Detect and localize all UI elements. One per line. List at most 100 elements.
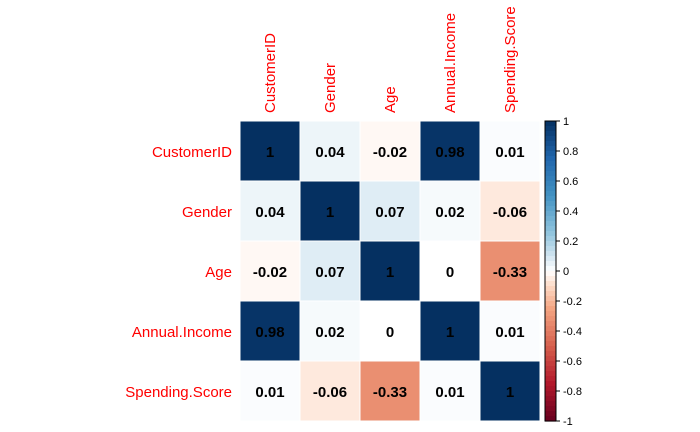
cell-value-label: 0.04: [255, 204, 285, 221]
colorbar-segment: [545, 281, 556, 287]
colorbar-segment: [545, 246, 556, 252]
colorbar-segment: [545, 201, 556, 207]
cell-value-label: 0.01: [495, 324, 524, 341]
colorbar-segment: [545, 381, 556, 387]
cell-value-label: 0.01: [255, 384, 284, 401]
heatmap-cell: [299, 240, 361, 302]
colorbar-segment: [545, 161, 556, 167]
cell-value-label: 0.02: [315, 324, 344, 341]
column-label: Age: [382, 86, 399, 113]
colorbar-segment: [545, 286, 556, 292]
colorbar-segment: [545, 376, 556, 382]
cell-value-label: 1: [386, 264, 394, 281]
colorbar-segment: [545, 371, 556, 377]
colorbar-tick-label: 1: [563, 116, 569, 128]
heatmap-cell: [359, 300, 421, 362]
heatmap-cell: [419, 240, 481, 302]
colorbar-tick-label: 0.2: [563, 236, 578, 248]
colorbar-segment: [545, 356, 556, 362]
row-label: Age: [205, 264, 232, 281]
cell-value-label: 1: [266, 144, 274, 161]
colorbar-segment: [545, 226, 556, 232]
cell-value-label: -0.06: [313, 384, 347, 401]
colorbar-segment: [545, 411, 556, 417]
heatmap-cell: [419, 300, 481, 362]
colorbar-segment: [545, 151, 556, 157]
colorbar-segment: [545, 196, 556, 202]
colorbar-tick-label: 0.6: [563, 176, 578, 188]
colorbar-segment: [545, 331, 556, 337]
colorbar-tick-label: -0.4: [563, 326, 582, 338]
cell-value-label: -0.33: [493, 264, 527, 281]
colorbar-segment: [545, 396, 556, 402]
cell-value-label: -0.06: [493, 204, 527, 221]
colorbar-segment: [545, 261, 556, 267]
colorbar-tick-label: 0: [563, 266, 569, 278]
cell-value-label: 0.07: [375, 204, 404, 221]
cell-value-label: 0: [446, 264, 454, 281]
heatmap-cell: [299, 120, 361, 182]
cell-value-label: 0.04: [315, 144, 345, 161]
cell-value-label: 0.07: [315, 264, 344, 281]
heatmap-cell: [479, 180, 541, 242]
colorbar-segment: [545, 361, 556, 367]
column-label: Gender: [322, 63, 339, 113]
colorbar-segment: [545, 171, 556, 177]
colorbar-segment: [545, 251, 556, 257]
cell-value-label: 0: [386, 324, 394, 341]
colorbar-segment: [545, 256, 556, 262]
heatmap-cell: [299, 300, 361, 362]
cell-value-label: 0.01: [495, 144, 524, 161]
heatmap-cell: [299, 360, 361, 422]
colorbar-segment: [545, 306, 556, 312]
colorbar-segment: [545, 271, 556, 277]
heatmap-cell: [359, 360, 421, 422]
colorbar-tick-label: -0.2: [563, 296, 582, 308]
row-label: CustomerID: [152, 144, 232, 161]
colorbar-tick-label: -0.6: [563, 356, 582, 368]
colorbar-segment: [545, 301, 556, 307]
colorbar-segment: [545, 296, 556, 302]
colorbar-segment: [545, 216, 556, 222]
cell-value-label: 0.02: [435, 204, 464, 221]
colorbar-segment: [545, 131, 556, 137]
colorbar-segment: [545, 231, 556, 237]
colorbar-segment: [545, 221, 556, 227]
colorbar-segment: [545, 181, 556, 187]
colorbar-tick-label: 0.4: [563, 206, 578, 218]
colorbar-segment: [545, 206, 556, 212]
colorbar-segment: [545, 366, 556, 372]
colorbar-segment: [545, 166, 556, 172]
colorbar-segment: [545, 336, 556, 342]
cell-value-label: -0.02: [373, 144, 407, 161]
colorbar-segment: [545, 186, 556, 192]
colorbar-tick-label: 0.8: [563, 146, 578, 158]
colorbar-segment: [545, 416, 556, 422]
cell-value-label: 0.01: [435, 384, 464, 401]
colorbar-segment: [545, 341, 556, 347]
colorbar-segment: [545, 241, 556, 247]
colorbar-segment: [545, 276, 556, 282]
cell-value-label: -0.33: [373, 384, 407, 401]
colorbar-segment: [545, 176, 556, 182]
heatmap-cell: [359, 120, 421, 182]
colorbar-segment: [545, 126, 556, 132]
column-label: CustomerID: [262, 33, 279, 113]
cell-value-label: 1: [446, 324, 454, 341]
column-label: Annual.Income: [442, 13, 459, 113]
colorbar-segment: [545, 311, 556, 317]
colorbar-segment: [545, 141, 556, 147]
cell-value-label: -0.02: [253, 264, 287, 281]
colorbar-segment: [545, 346, 556, 352]
colorbar-segment: [545, 391, 556, 397]
heatmap-cell: [239, 360, 301, 422]
colorbar-segment: [545, 191, 556, 197]
colorbar-segment: [545, 121, 556, 127]
heatmap-cell: [239, 300, 301, 362]
colorbar-segment: [545, 406, 556, 412]
heatmap-cell: [479, 300, 541, 362]
cell-value-label: 1: [506, 384, 514, 401]
heatmap-cell: [239, 120, 301, 182]
cell-value-label: 0.98: [435, 144, 464, 161]
colorbar-segment: [545, 266, 556, 272]
